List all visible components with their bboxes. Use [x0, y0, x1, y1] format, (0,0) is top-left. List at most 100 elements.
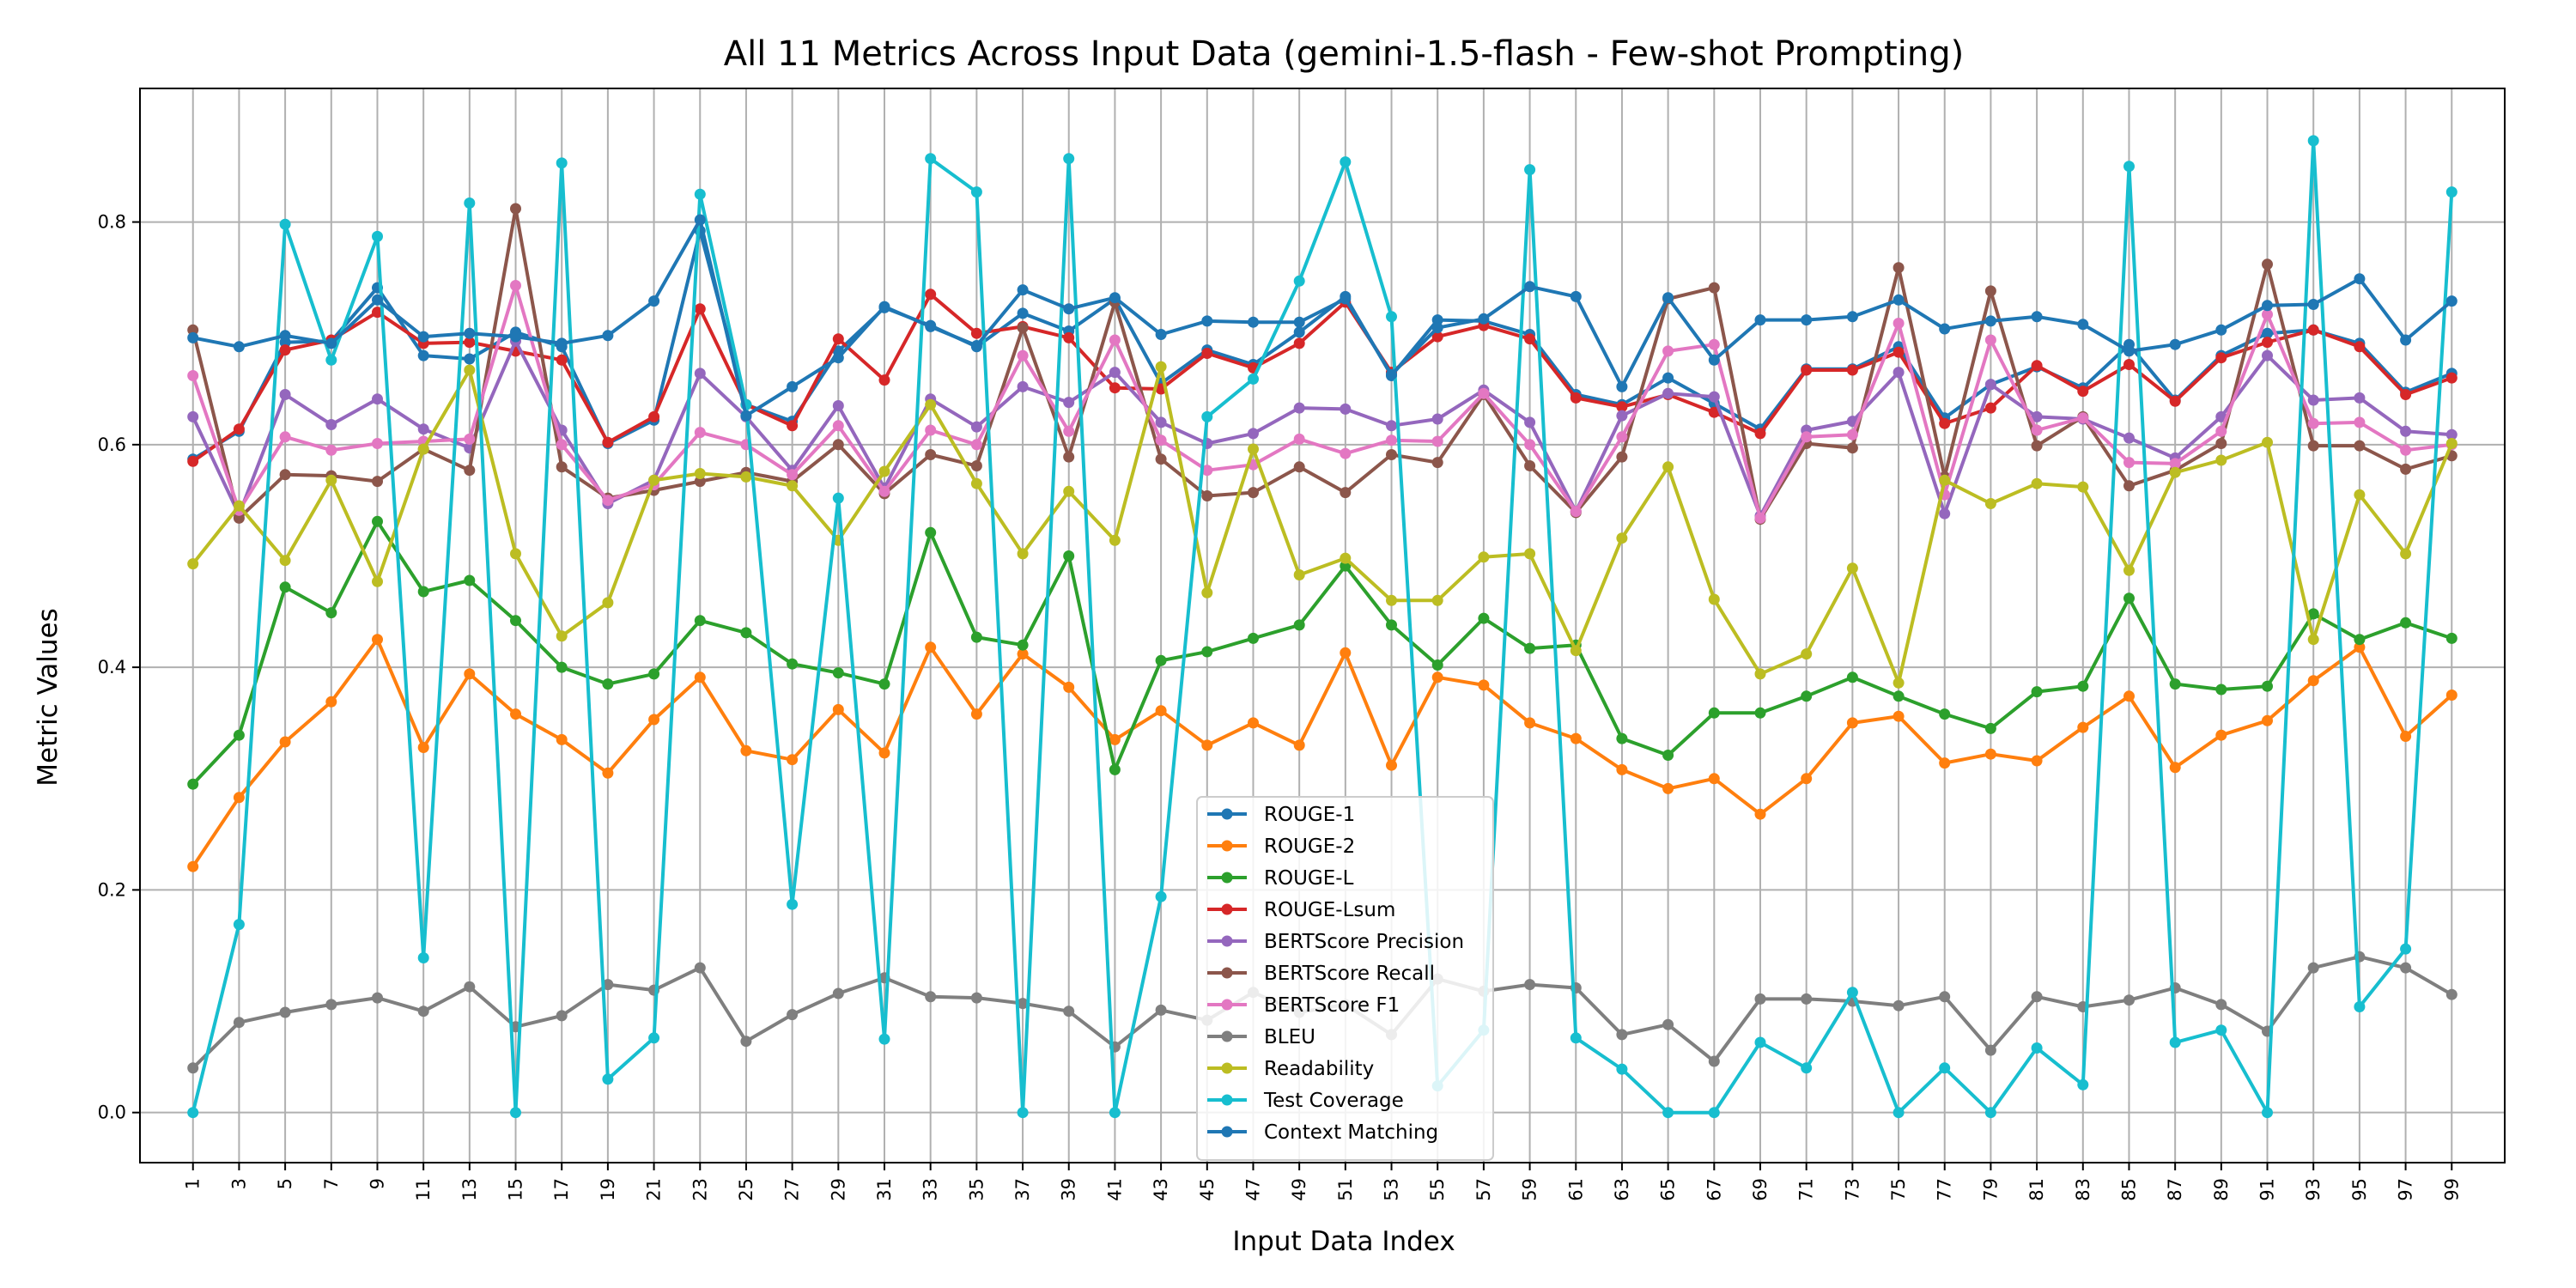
data-point	[1201, 315, 1213, 327]
data-point	[1017, 380, 1029, 392]
data-point	[602, 436, 614, 448]
data-point	[464, 433, 476, 445]
data-point	[787, 1009, 799, 1021]
data-point	[1478, 313, 1490, 325]
data-point	[787, 469, 799, 481]
series-test-coverage	[187, 135, 2458, 1119]
x-tick-label: 15	[506, 1178, 526, 1201]
data-point	[1570, 290, 1582, 302]
chart-title: All 11 Metrics Across Input Data (gemini…	[724, 34, 1964, 74]
data-point	[1017, 307, 1029, 319]
x-tick-label: 97	[2396, 1178, 2416, 1201]
data-point	[1109, 334, 1121, 346]
data-point	[1524, 333, 1536, 345]
data-point	[1708, 354, 1720, 366]
y-tick-label: 0.2	[98, 879, 126, 900]
data-point	[694, 671, 706, 683]
data-point	[1201, 646, 1213, 658]
data-point	[1293, 275, 1305, 287]
data-point	[694, 427, 706, 439]
data-point	[2123, 564, 2135, 576]
data-point	[2077, 386, 2089, 398]
x-tick-label: 3	[228, 1178, 249, 1189]
data-point	[832, 333, 844, 345]
data-point	[1201, 410, 1213, 422]
x-tick-label: 71	[1796, 1178, 1817, 1201]
data-point	[1662, 292, 1674, 304]
data-point	[464, 197, 476, 209]
data-point	[740, 744, 752, 756]
data-point	[787, 658, 799, 670]
data-point	[325, 354, 337, 366]
data-point	[602, 330, 614, 342]
data-point	[464, 465, 476, 477]
data-point	[279, 330, 291, 342]
data-point	[233, 729, 245, 741]
data-point	[2077, 319, 2089, 331]
x-tick-label: 75	[1888, 1178, 1909, 1201]
data-point	[878, 301, 890, 313]
data-point	[1063, 331, 1075, 343]
legend-label: Readability	[1264, 1058, 1374, 1080]
data-point	[233, 512, 245, 524]
data-point	[2307, 608, 2319, 620]
data-point	[1846, 562, 1858, 574]
data-point	[2445, 372, 2458, 384]
data-point	[1570, 1032, 1582, 1044]
data-point	[187, 778, 199, 790]
data-point	[694, 188, 706, 200]
data-point	[1248, 443, 1259, 455]
data-point	[2215, 425, 2227, 437]
data-point	[1846, 717, 1858, 729]
data-point	[1017, 548, 1029, 560]
data-point	[1524, 416, 1536, 428]
data-point	[1893, 1107, 1905, 1119]
data-point	[279, 469, 291, 481]
x-tick-label: 79	[1980, 1178, 2001, 1201]
data-point	[970, 631, 982, 643]
series-rouge-2	[187, 634, 2458, 872]
data-point	[2307, 135, 2319, 147]
legend-item: ROUGE-1	[1207, 804, 1355, 826]
data-point	[1708, 773, 1720, 785]
data-point	[1616, 410, 1628, 422]
data-point	[2215, 438, 2227, 449]
data-point	[1017, 1107, 1029, 1119]
data-point	[233, 919, 245, 931]
data-point	[1662, 372, 1674, 384]
data-point	[187, 558, 199, 570]
data-point	[1386, 449, 1397, 460]
data-point	[1063, 397, 1075, 409]
data-point	[1708, 282, 1720, 294]
data-point	[1478, 679, 1490, 691]
data-point	[233, 423, 245, 435]
data-point	[1293, 337, 1305, 349]
data-point	[417, 586, 429, 598]
data-point	[648, 295, 660, 307]
data-point	[325, 419, 337, 430]
x-tick-label: 59	[1520, 1178, 1540, 1201]
data-point	[878, 747, 890, 759]
data-point	[2262, 300, 2273, 312]
x-tick-label: 99	[2441, 1178, 2462, 1201]
data-point	[2031, 477, 2043, 489]
data-point	[1524, 642, 1536, 654]
data-point	[925, 320, 937, 332]
data-point	[2400, 617, 2412, 629]
data-point	[556, 439, 568, 451]
data-point	[878, 374, 890, 386]
data-point	[1939, 507, 1951, 519]
data-point	[1293, 619, 1305, 631]
data-point	[2123, 994, 2135, 1006]
data-point	[1340, 560, 1352, 572]
data-point	[417, 1005, 429, 1018]
legend-label: ROUGE-L	[1264, 867, 1354, 890]
series-layer	[187, 135, 2458, 1119]
data-point	[694, 615, 706, 627]
legend-swatch-marker	[1221, 1094, 1233, 1106]
data-point	[648, 474, 660, 486]
data-point	[1340, 293, 1352, 305]
data-point	[1801, 648, 1813, 660]
data-point	[2262, 714, 2273, 726]
data-point	[372, 393, 383, 405]
